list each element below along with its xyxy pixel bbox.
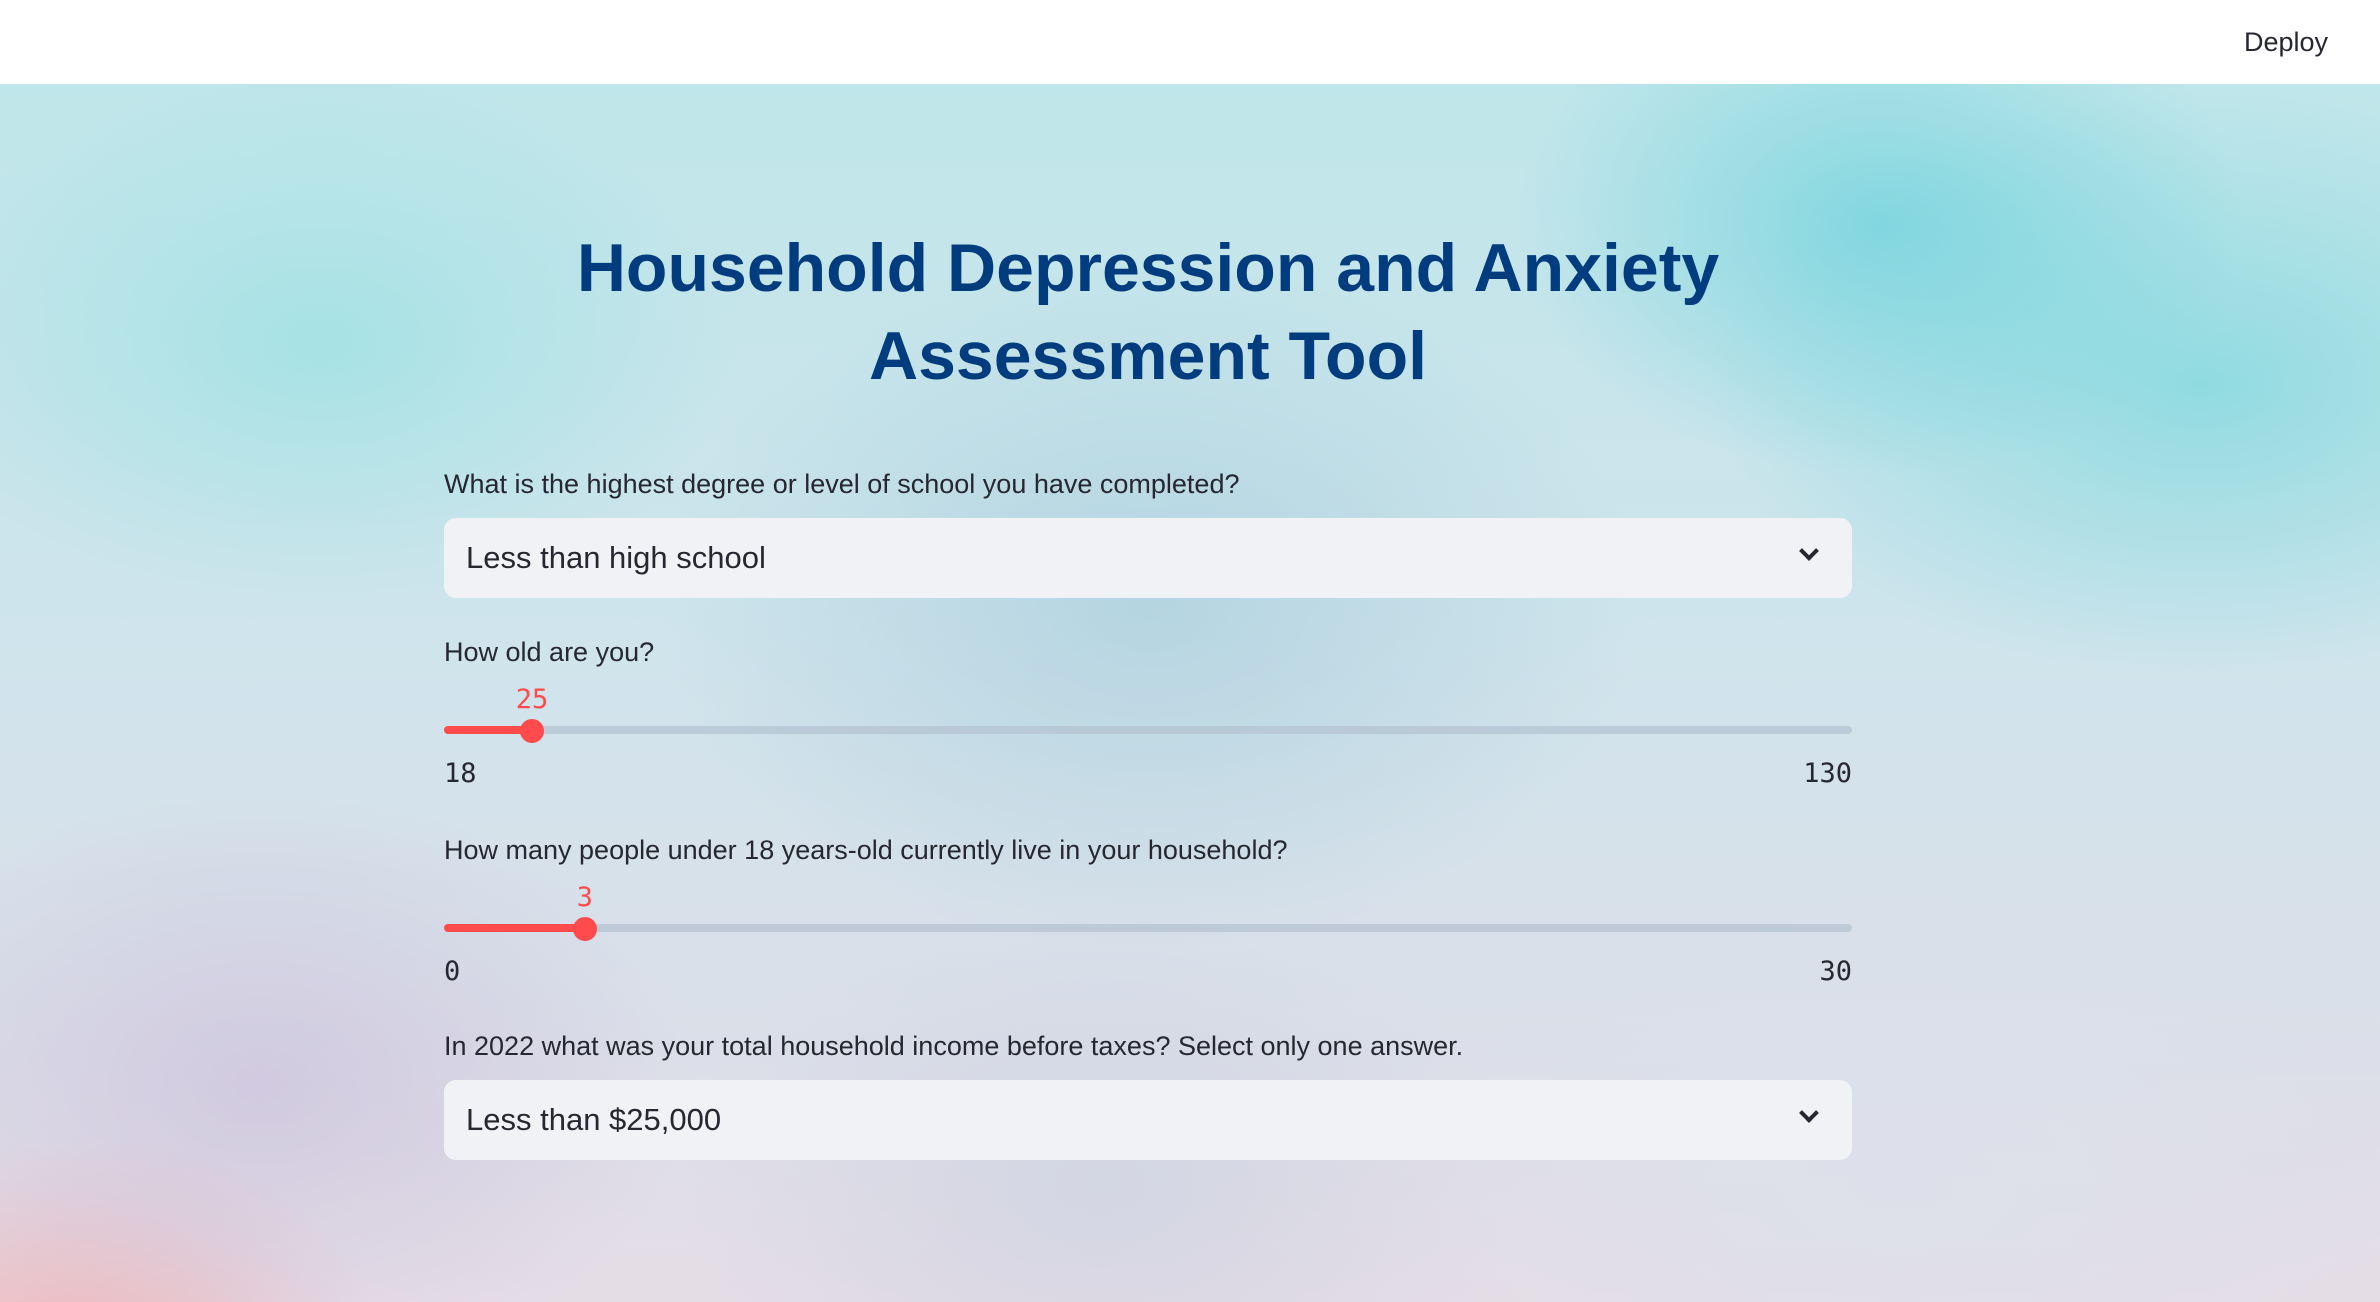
children-slider-fill xyxy=(444,924,585,932)
children-slider-value: 3 xyxy=(576,882,593,913)
deploy-button[interactable]: Deploy xyxy=(2238,24,2334,60)
income-select[interactable]: Less than $25,000 xyxy=(444,1080,1852,1160)
age-slider[interactable]: 25 18 130 xyxy=(444,684,1852,789)
children-slider[interactable]: 3 0 30 xyxy=(444,882,1852,987)
education-selected-value: Less than high school xyxy=(466,540,766,575)
children-label: How many people under 18 years-old curre… xyxy=(444,835,1288,865)
children-slider-track[interactable] xyxy=(444,924,1852,932)
age-slider-fill xyxy=(444,726,532,734)
page-title: Household Depression and Anxiety Assessm… xyxy=(576,230,1720,394)
age-slider-max: 130 xyxy=(1803,758,1852,789)
children-slider-min: 0 xyxy=(444,956,461,987)
chevron-down-icon xyxy=(1799,1103,1819,1123)
age-slider-min: 18 xyxy=(444,758,477,789)
age-slider-value: 25 xyxy=(515,684,549,715)
chevron-down-icon xyxy=(1799,541,1819,561)
income-label: In 2022 what was your total household in… xyxy=(444,1031,1464,1061)
children-slider-max: 30 xyxy=(1819,956,1852,987)
age-slider-track[interactable] xyxy=(444,726,1852,734)
top-bar: Deploy xyxy=(0,0,2380,84)
children-slider-handle[interactable] xyxy=(572,917,597,941)
education-select[interactable]: Less than high school xyxy=(444,518,1852,598)
education-label: What is the highest degree or level of s… xyxy=(444,469,1240,499)
income-selected-value: Less than $25,000 xyxy=(466,1102,722,1137)
age-label: How old are you? xyxy=(444,637,655,667)
age-slider-handle[interactable] xyxy=(520,719,544,743)
